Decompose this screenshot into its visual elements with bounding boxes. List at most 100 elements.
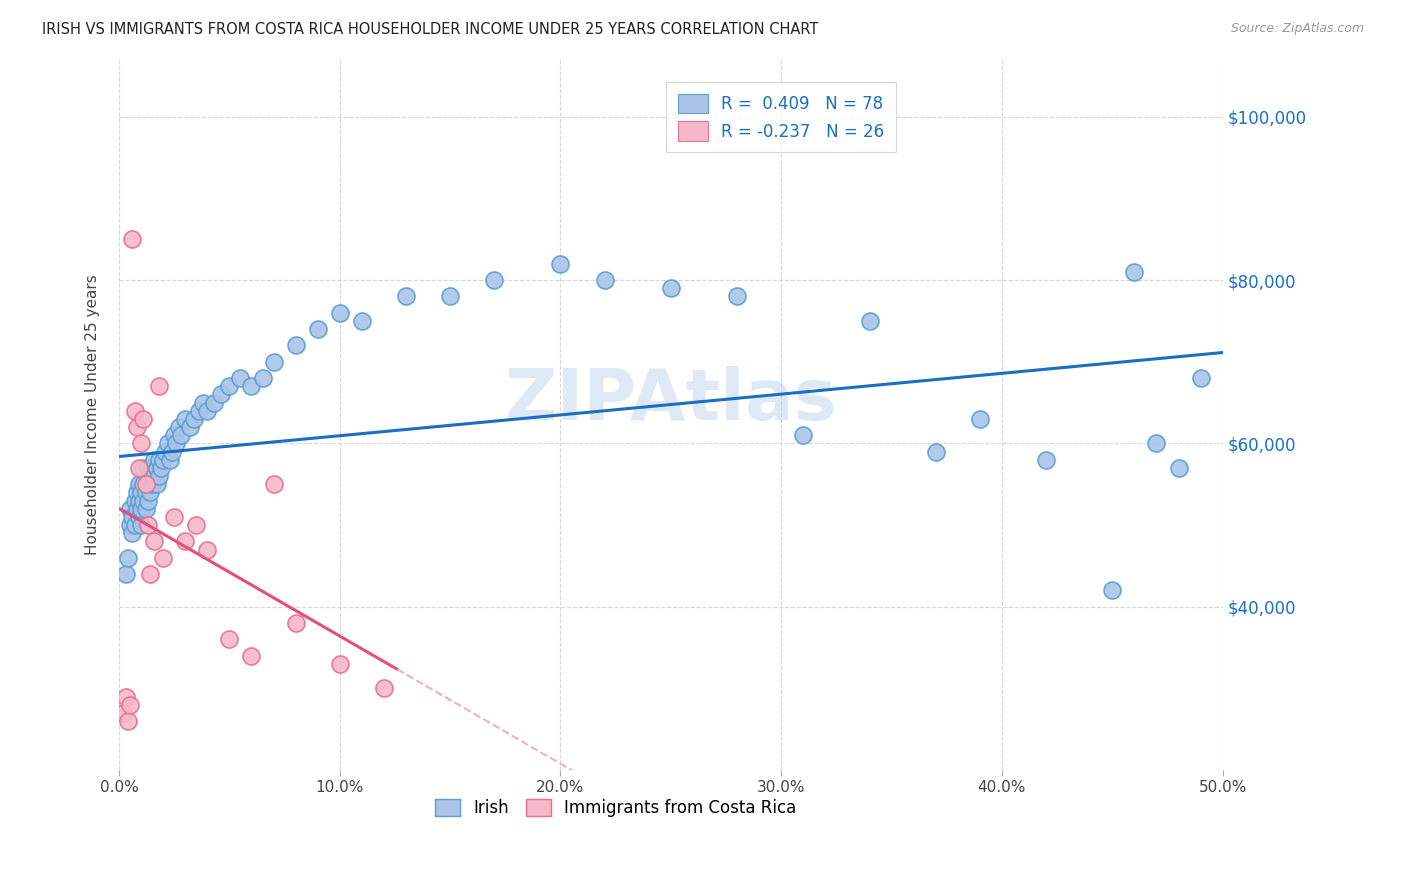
Point <box>135 501 157 516</box>
Point <box>218 379 240 393</box>
Text: IRISH VS IMMIGRANTS FROM COSTA RICA HOUSEHOLDER INCOME UNDER 25 YEARS CORRELATIO: IRISH VS IMMIGRANTS FROM COSTA RICA HOUS… <box>42 22 818 37</box>
Point <box>156 436 179 450</box>
Point <box>128 493 150 508</box>
Point <box>132 493 155 508</box>
Point <box>120 501 142 516</box>
Point <box>139 567 162 582</box>
Point <box>117 550 139 565</box>
Point <box>329 306 352 320</box>
Point <box>165 436 187 450</box>
Point <box>114 690 136 704</box>
Point <box>187 403 209 417</box>
Point <box>114 567 136 582</box>
Point <box>148 469 170 483</box>
Point <box>725 289 748 303</box>
Point <box>550 257 572 271</box>
Point <box>160 444 183 458</box>
Point <box>195 403 218 417</box>
Point <box>186 518 208 533</box>
Point <box>925 444 948 458</box>
Point <box>124 493 146 508</box>
Point <box>135 485 157 500</box>
Point <box>128 461 150 475</box>
Point <box>484 273 506 287</box>
Point <box>395 289 418 303</box>
Point <box>240 379 263 393</box>
Point <box>174 412 197 426</box>
Point <box>252 371 274 385</box>
Point <box>129 501 152 516</box>
Point <box>125 420 148 434</box>
Y-axis label: Householder Income Under 25 years: Householder Income Under 25 years <box>86 275 100 555</box>
Point <box>143 534 166 549</box>
Point <box>263 355 285 369</box>
Point <box>125 485 148 500</box>
Point <box>143 469 166 483</box>
Point <box>1035 452 1057 467</box>
Point <box>135 477 157 491</box>
Point <box>141 477 163 491</box>
Point <box>307 322 329 336</box>
Point <box>145 461 167 475</box>
Point <box>141 461 163 475</box>
Point <box>373 681 395 696</box>
Point <box>1167 461 1189 475</box>
Point <box>174 534 197 549</box>
Point <box>148 452 170 467</box>
Point <box>152 550 174 565</box>
Point <box>121 509 143 524</box>
Point <box>1101 583 1123 598</box>
Point <box>124 403 146 417</box>
Point <box>117 714 139 728</box>
Point <box>1146 436 1168 450</box>
Point <box>124 518 146 533</box>
Point <box>129 485 152 500</box>
Point <box>155 444 177 458</box>
Point <box>121 232 143 246</box>
Point <box>136 518 159 533</box>
Point <box>659 281 682 295</box>
Point <box>209 387 232 401</box>
Point <box>163 428 186 442</box>
Point <box>120 698 142 712</box>
Point <box>329 657 352 671</box>
Legend: Irish, Immigrants from Costa Rica: Irish, Immigrants from Costa Rica <box>427 791 804 826</box>
Point <box>195 542 218 557</box>
Point <box>129 436 152 450</box>
Point <box>350 314 373 328</box>
Point <box>149 461 172 475</box>
Point <box>439 289 461 303</box>
Point <box>167 420 190 434</box>
Text: ZIPAtlas: ZIPAtlas <box>505 366 837 435</box>
Point <box>112 706 135 720</box>
Point <box>132 477 155 491</box>
Point <box>128 477 150 491</box>
Point <box>129 518 152 533</box>
Point <box>120 518 142 533</box>
Point <box>132 412 155 426</box>
Point <box>1189 371 1212 385</box>
Point <box>148 379 170 393</box>
Point <box>159 452 181 467</box>
Point <box>125 501 148 516</box>
Point <box>143 452 166 467</box>
Point <box>593 273 616 287</box>
Point <box>1123 265 1146 279</box>
Point <box>139 485 162 500</box>
Text: Source: ZipAtlas.com: Source: ZipAtlas.com <box>1230 22 1364 36</box>
Point <box>183 412 205 426</box>
Point <box>191 395 214 409</box>
Point <box>858 314 880 328</box>
Point <box>132 461 155 475</box>
Point <box>240 648 263 663</box>
Point <box>284 615 307 630</box>
Point <box>218 632 240 647</box>
Point <box>139 469 162 483</box>
Point <box>792 428 814 442</box>
Point <box>136 493 159 508</box>
Point <box>202 395 225 409</box>
Point <box>152 452 174 467</box>
Point <box>969 412 991 426</box>
Point <box>145 477 167 491</box>
Point <box>229 371 252 385</box>
